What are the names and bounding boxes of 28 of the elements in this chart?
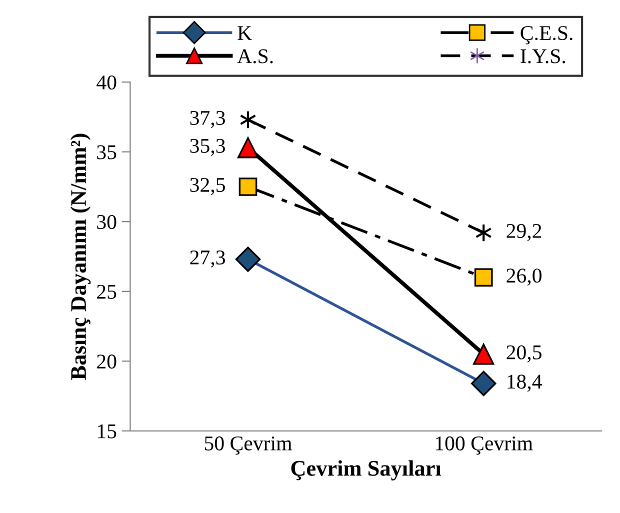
point: [470, 370, 496, 396]
data-label: 32,5: [190, 178, 225, 195]
point: [238, 178, 258, 196]
y-tick-label: 20: [97, 354, 116, 369]
data-label: 29,2: [506, 224, 542, 241]
legend-label: I.Y.S.: [520, 49, 566, 64]
data-label: 37,3: [190, 110, 225, 128]
point: [237, 137, 259, 158]
y-tick-label: 15: [98, 424, 116, 438]
data-label: 27,3: [190, 250, 225, 268]
y-tick-label: 25: [97, 284, 116, 299]
y-tick-label: 40: [96, 75, 116, 90]
point: [474, 268, 493, 287]
legend-label: K: [238, 26, 252, 40]
x-tick-label: 50 Çevrim: [204, 436, 292, 455]
data-label: 35,3: [190, 138, 225, 156]
legend-label: A.S.: [237, 49, 273, 64]
data-label: 26,0: [506, 268, 542, 286]
y-tick-label: 35: [97, 145, 116, 160]
x-tick-label: 100 Çevrim: [436, 436, 533, 455]
point: [235, 246, 261, 272]
data-label: 20,5: [506, 345, 542, 362]
point: [473, 344, 494, 365]
y-axis-title: Basınç Dayanımı (N/mm²): [70, 134, 91, 380]
y-tick-label: 30: [97, 214, 116, 230]
legend-label: Ç.E.S.: [520, 26, 572, 44]
x-axis-title: Çevrim Sayıları: [291, 460, 442, 480]
data-label: 18,4: [508, 374, 542, 392]
